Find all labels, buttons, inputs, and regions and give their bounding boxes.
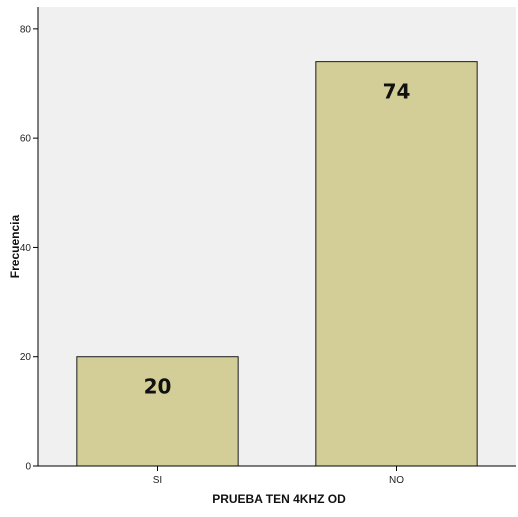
y-tick-label: 40 [20,243,32,254]
y-axis: 0 20 40 60 80 [20,7,39,473]
y-tick-label: 20 [20,352,32,363]
bar-si [76,356,239,467]
x-tick-label: SI [153,475,162,486]
x-axis: SI NO [38,465,516,486]
y-axis-title: Frecuencia [8,214,22,278]
bar-no [315,61,478,467]
data-label-no: 74 [383,80,411,104]
x-axis-title: PRUEBA TEN 4KHZ OD [212,492,346,506]
data-label-si: 20 [144,375,172,399]
y-tick-label: 0 [25,462,31,473]
x-tick-label: NO [389,475,404,486]
y-tick-label: 60 [20,134,32,145]
y-tick-label: 80 [20,24,32,35]
